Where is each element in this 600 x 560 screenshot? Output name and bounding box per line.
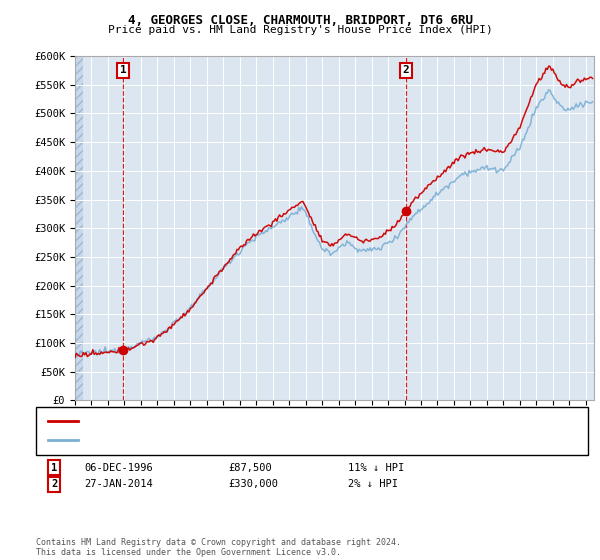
Text: HPI: Average price, detached house, Dorset: HPI: Average price, detached house, Dors… bbox=[81, 435, 328, 445]
Text: 4, GEORGES CLOSE, CHARMOUTH, BRIDPORT, DT6 6RU: 4, GEORGES CLOSE, CHARMOUTH, BRIDPORT, D… bbox=[128, 14, 473, 27]
Text: 4, GEORGES CLOSE, CHARMOUTH, BRIDPORT, DT6 6RU (detached house): 4, GEORGES CLOSE, CHARMOUTH, BRIDPORT, D… bbox=[81, 416, 451, 426]
Text: 11% ↓ HPI: 11% ↓ HPI bbox=[348, 463, 404, 473]
Text: 2% ↓ HPI: 2% ↓ HPI bbox=[348, 479, 398, 489]
Text: £87,500: £87,500 bbox=[228, 463, 272, 473]
Text: 2: 2 bbox=[51, 479, 57, 489]
Text: 1: 1 bbox=[51, 463, 57, 473]
Text: 2: 2 bbox=[403, 66, 409, 76]
Bar bbox=[75, 56, 83, 400]
Text: £330,000: £330,000 bbox=[228, 479, 278, 489]
Text: 1: 1 bbox=[120, 66, 127, 76]
Text: Price paid vs. HM Land Registry's House Price Index (HPI): Price paid vs. HM Land Registry's House … bbox=[107, 25, 493, 35]
Text: Contains HM Land Registry data © Crown copyright and database right 2024.
This d: Contains HM Land Registry data © Crown c… bbox=[36, 538, 401, 557]
Text: 27-JAN-2014: 27-JAN-2014 bbox=[84, 479, 153, 489]
Text: 06-DEC-1996: 06-DEC-1996 bbox=[84, 463, 153, 473]
